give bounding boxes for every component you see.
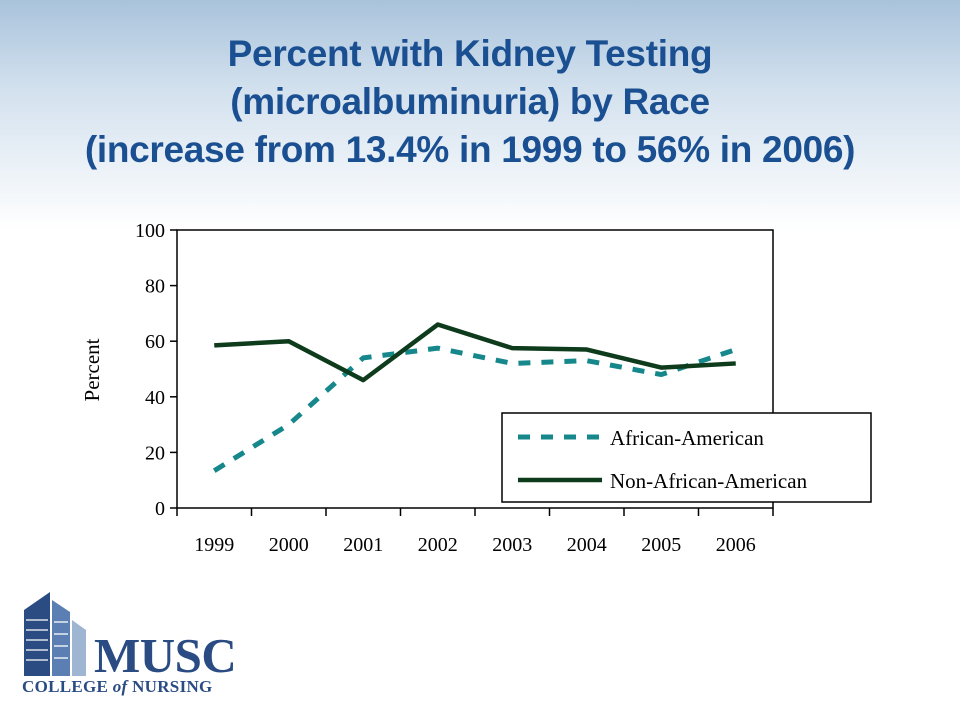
title-line-3: (increase from 13.4% in 1999 to 56% in 2… [84, 129, 856, 170]
x-tick-label: 2006 [716, 534, 756, 556]
y-tick-label: 60 [145, 331, 165, 353]
y-tick-label: 20 [145, 442, 165, 464]
kidney-testing-line-chart: 0 20 40 60 80 100 1999 2000 2001 2002 2003 2004 2005… [80, 220, 872, 556]
x-tick-label: 2004 [567, 534, 607, 556]
y-axis-label: Percent [80, 338, 104, 401]
building-logo-icon [24, 592, 86, 676]
legend-box [501, 412, 872, 503]
x-tick-label: 2002 [418, 534, 458, 556]
logo-sub-college: COLLEGE [22, 677, 109, 696]
logo-wordmark: MUSC [94, 628, 237, 683]
logo-subtitle: COLLEGE of NURSING [22, 677, 213, 697]
y-tick-label: 100 [135, 220, 165, 242]
x-tick-label: 2005 [641, 534, 681, 556]
logo-sub-nursing: NURSING [132, 677, 213, 696]
x-tick-label: 2003 [492, 534, 532, 556]
y-tick-label: 40 [145, 387, 165, 409]
x-tick-label: 2000 [269, 534, 309, 556]
chart-legend: African-American Non-African-American [501, 412, 872, 503]
x-tick-label: 1999 [194, 534, 234, 556]
legend-label-african-american: African-American [610, 426, 764, 450]
title-line-2: (microalbuminuria) by Race [230, 81, 710, 122]
series-line-african-american [212, 345, 737, 473]
slide-title: Percent with Kidney Testing (microalbumi… [0, 30, 940, 174]
title-line-1: Percent with Kidney Testing [227, 33, 713, 74]
logo-sub-of: of [112, 677, 128, 696]
series-line-non-african-american [214, 322, 736, 383]
legend-label-non-african-american: Non-African-American [610, 469, 808, 493]
y-tick-label: 80 [145, 276, 165, 298]
x-tick-label: 2001 [343, 534, 383, 556]
plot-area: 0 20 40 60 80 100 1999 2000 2001 2002 2003 2004 2005… [135, 220, 774, 556]
y-tick-label: 0 [155, 498, 165, 520]
